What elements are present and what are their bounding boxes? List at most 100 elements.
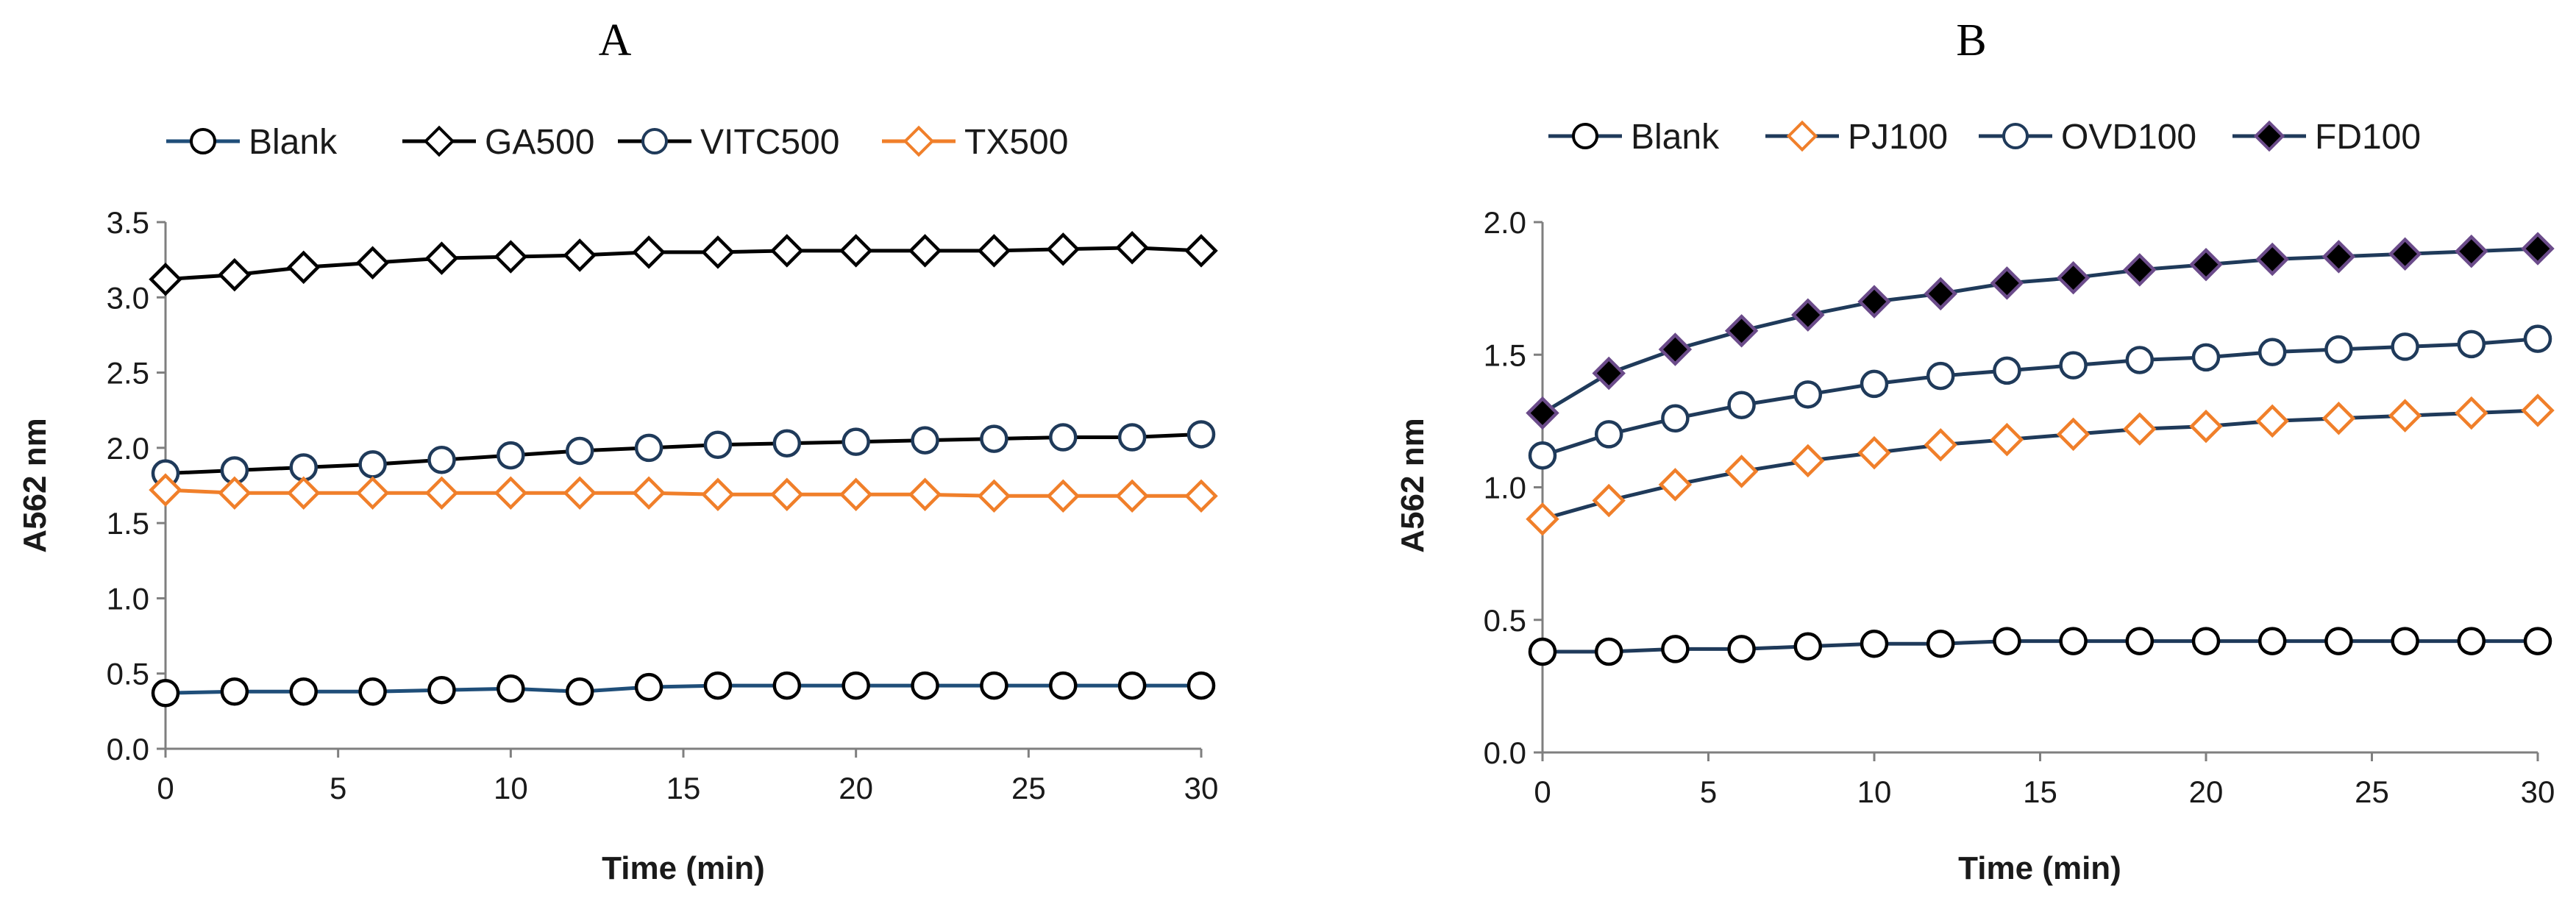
legend-marker-pj100 [1786, 120, 1818, 152]
series-fd100-b [1526, 232, 2555, 430]
series-b [1526, 232, 2555, 666]
data-point-vitc500 [634, 433, 663, 463]
data-point-tx500 [1046, 479, 1080, 513]
legend-marker-vitc500 [641, 128, 668, 154]
data-point-tx500 [1115, 479, 1149, 513]
data-point-blank [2125, 627, 2155, 655]
x-tick-label-b: 20 [2189, 775, 2224, 809]
data-point-ovd100 [2324, 335, 2353, 364]
panel-letter-b: B [1956, 15, 1986, 65]
data-point-pj100 [2455, 396, 2488, 430]
data-point-ga500 [218, 257, 252, 292]
data-point-blank [1727, 635, 1756, 663]
data-point-fd100 [2455, 234, 2488, 268]
legend-label-ovd100: OVD100 [2061, 118, 2196, 157]
x-tick-label-a: 20 [839, 771, 873, 805]
y-axis-title-b: A562 nm [1395, 418, 1431, 552]
data-point-ovd100 [1661, 404, 1690, 433]
data-point-ovd100 [1993, 356, 2021, 385]
data-point-blank [358, 677, 387, 706]
series-tx500-a [149, 473, 1218, 513]
x-tick-label-b: 0 [1534, 775, 1551, 809]
y-tick-label-b: 0.5 [1484, 603, 1526, 638]
data-point-ga500 [1046, 232, 1080, 266]
data-point-tx500 [563, 476, 597, 510]
data-point-pj100 [1990, 422, 2024, 457]
data-point-ga500 [424, 241, 459, 275]
data-point-blank [772, 671, 802, 700]
data-point-vitc500 [911, 426, 939, 455]
y-tick-label-a: 0.5 [107, 657, 149, 691]
data-point-pj100 [1658, 468, 1693, 502]
series-blank-b [1528, 627, 2552, 666]
data-point-blank [2523, 627, 2552, 655]
legend-marker-blank [190, 128, 216, 154]
data-point-vitc500 [703, 430, 733, 460]
data-point-ga500 [149, 263, 182, 296]
data-point-fd100 [1791, 298, 1825, 332]
panel-letter-a: A [599, 15, 632, 65]
series-line-ovd100 [1542, 337, 2538, 458]
data-point-pj100 [2321, 402, 2356, 435]
data-point-blank [151, 679, 180, 708]
data-point-fd100 [1990, 266, 2024, 300]
y-tick-label-b: 1.5 [1484, 338, 1526, 372]
data-point-blank [1528, 637, 1557, 666]
data-point-blank [2257, 627, 2287, 655]
data-point-pj100 [2521, 394, 2555, 427]
data-point-blank [1049, 671, 1078, 700]
data-point-pj100 [2255, 404, 2289, 438]
data-point-blank [911, 671, 939, 700]
data-point-ovd100 [2125, 346, 2155, 374]
series-ovd100-b [1528, 324, 2552, 470]
legend-item-vitc500: VITC500 [618, 123, 839, 162]
data-point-blank [1860, 629, 1889, 658]
legend-item-blank: Blank [1548, 118, 1720, 157]
data-point-blank [1661, 635, 1690, 663]
data-point-ovd100 [1860, 369, 1889, 399]
data-point-pj100 [1526, 502, 1559, 536]
data-point-fd100 [1526, 396, 1559, 430]
legend-marker-ovd100 [2002, 123, 2029, 149]
data-point-vitc500 [427, 445, 456, 474]
y-tick-label-b: 2.0 [1484, 205, 1526, 240]
legend-marker-ga500 [423, 125, 455, 157]
axes-a [164, 222, 1201, 750]
legend-b: Blank PJ100 OVD100 FD100 [1548, 118, 2421, 157]
x-tick-label-a: 15 [666, 771, 701, 805]
data-point-blank [980, 671, 1008, 700]
axes-b [1541, 222, 2538, 754]
data-point-tx500 [701, 477, 735, 512]
legend-marker-tx500 [903, 125, 935, 157]
x-tick-label-a: 10 [494, 771, 528, 805]
data-point-ga500 [839, 234, 873, 268]
data-point-ga500 [908, 234, 942, 268]
data-point-vitc500 [358, 450, 387, 479]
data-point-vitc500 [1117, 423, 1147, 452]
legend-a: Blank GA500 VITC500 TX500 [166, 123, 1068, 162]
y-tick-label-a: 1.0 [107, 581, 149, 616]
legend-item-fd100: FD100 [2232, 118, 2421, 157]
x-tick-label-a: 5 [330, 771, 346, 805]
legend-marker-blank [1572, 123, 1598, 149]
y-tick-label-a: 2.5 [107, 356, 149, 391]
data-point-pj100 [2388, 399, 2422, 432]
legend-label-blank: Blank [249, 123, 338, 162]
data-point-pj100 [2123, 412, 2157, 446]
data-point-blank [703, 671, 733, 700]
series-pj100-b [1526, 394, 2555, 536]
data-point-blank [2457, 627, 2486, 655]
legend-label-pj100: PJ100 [1848, 118, 1948, 157]
data-point-tx500 [839, 477, 873, 512]
data-point-pj100 [2056, 417, 2091, 452]
data-point-blank [2059, 627, 2088, 655]
x-tick-label-a: 25 [1011, 771, 1046, 805]
data-point-tx500 [355, 476, 390, 510]
data-point-blank [1117, 671, 1147, 700]
legend-label-tx500: TX500 [964, 123, 1068, 162]
series-a [149, 231, 1218, 708]
series-ga500-a [149, 231, 1218, 296]
data-point-fd100 [1592, 356, 1626, 391]
data-point-vitc500 [1186, 420, 1216, 449]
